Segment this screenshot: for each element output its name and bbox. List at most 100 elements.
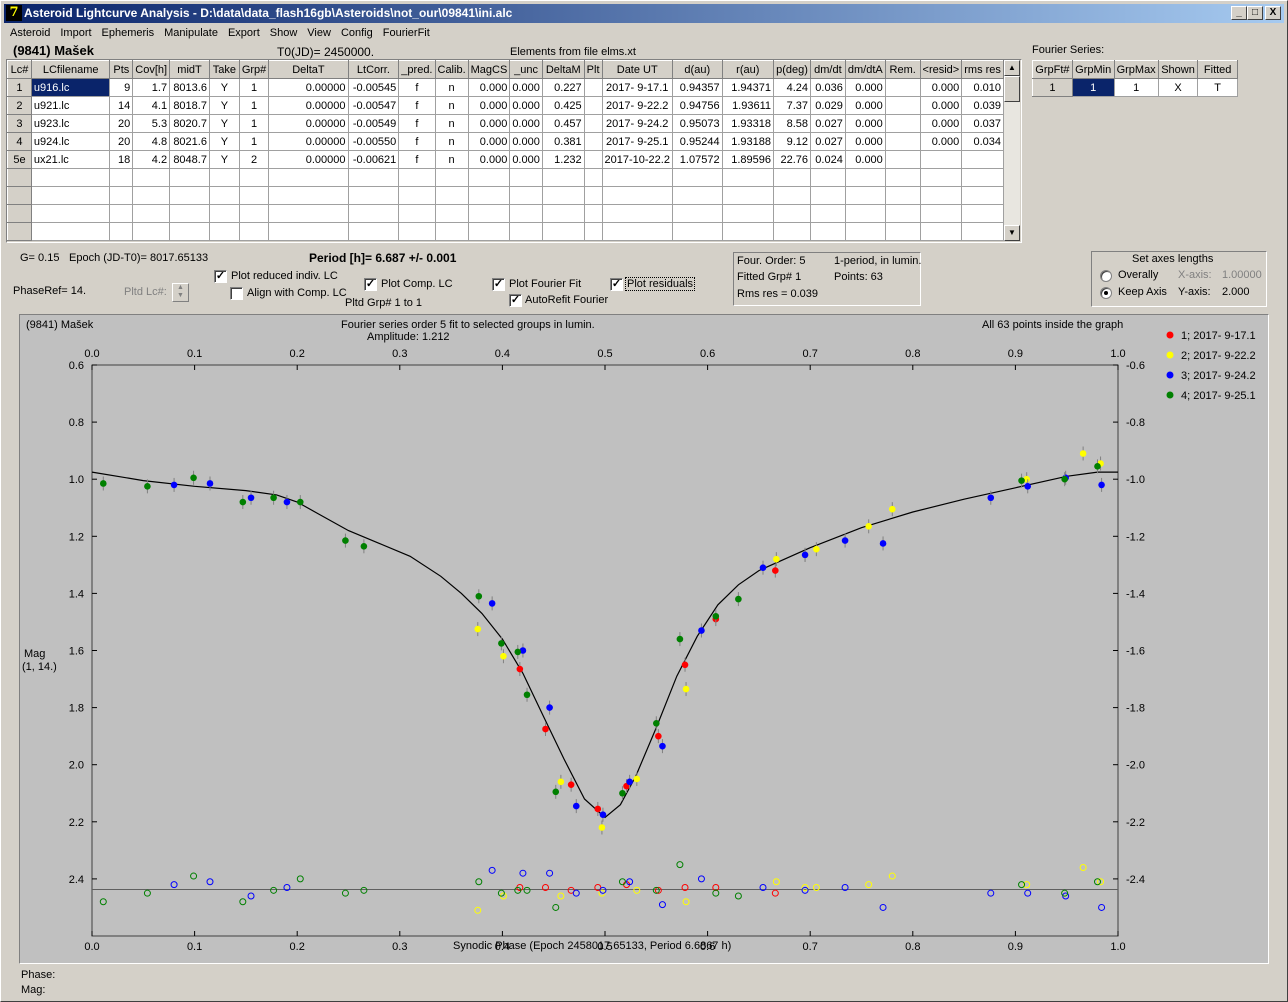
table-cell[interactable] xyxy=(810,168,846,187)
row-header[interactable]: 3 xyxy=(7,114,32,133)
fourier-column-header[interactable]: GrpMax xyxy=(1113,60,1159,79)
table-cell[interactable]: 0.000 xyxy=(467,114,511,133)
table-cell[interactable]: 1.89596 xyxy=(721,150,775,169)
table-cell[interactable]: 0.024 xyxy=(810,150,846,169)
menu-show[interactable]: Show xyxy=(269,27,298,39)
table-cell[interactable] xyxy=(169,204,210,223)
column-header[interactable]: dm/dt xyxy=(810,60,846,79)
table-row[interactable]: 1 u916.lc 9 1.7 8013.6 Y 1 0.00000 -0.00545 f n 0.0… xyxy=(7,78,1004,97)
table-row[interactable]: 4 u924.lc 20 4.8 8021.6 Y 1 0.00000 -0.00550 f n 0.… xyxy=(7,132,1004,151)
table-cell[interactable]: 1.93611 xyxy=(721,96,775,115)
table-cell[interactable] xyxy=(132,204,171,223)
table-cell[interactable] xyxy=(884,114,921,133)
table-cell[interactable] xyxy=(467,204,511,223)
table-cell[interactable]: 0.000 xyxy=(844,114,886,133)
table-cell[interactable] xyxy=(773,168,811,187)
align-checkbox[interactable] xyxy=(230,287,243,300)
table-cell[interactable] xyxy=(347,222,400,241)
column-header[interactable]: d(au) xyxy=(671,60,723,79)
table-cell[interactable]: 0.00000 xyxy=(268,78,349,97)
table-cell[interactable]: 0.037 xyxy=(961,114,1004,133)
table-cell[interactable]: 22.76 xyxy=(773,150,811,169)
row-header[interactable] xyxy=(7,222,32,241)
table-cell[interactable]: n xyxy=(434,132,469,151)
lightcurve-chart[interactable]: 0.0 0.0 0.1 0.1 0.2 0.2 0.3 0.3 0.4 0.4 0.5 0.5 0.6 0… xyxy=(20,315,1270,965)
table-cell[interactable] xyxy=(583,204,603,223)
table-cell[interactable]: f xyxy=(398,132,436,151)
table-cell[interactable] xyxy=(132,168,171,187)
table-cell[interactable] xyxy=(268,168,349,187)
table-cell[interactable]: 9.12 xyxy=(773,132,811,151)
column-header[interactable]: Pts xyxy=(109,60,134,79)
menu-ephemeris[interactable]: Ephemeris xyxy=(101,27,155,39)
table-cell[interactable] xyxy=(671,186,723,205)
column-header[interactable]: DeltaT xyxy=(268,60,349,79)
table-cell[interactable]: Y xyxy=(208,114,240,133)
row-header[interactable]: 4 xyxy=(7,132,32,151)
table-row[interactable]: 5e ux21.lc 18 4.2 8048.7 Y 2 0.00000 -0.00621 f n 0… xyxy=(7,150,1004,169)
column-header[interactable]: Lc# xyxy=(7,60,32,79)
plot-fourier-label[interactable]: Plot Fourier Fit xyxy=(509,278,582,290)
table-cell[interactable]: f xyxy=(398,78,436,97)
table-cell[interactable]: f xyxy=(398,114,436,133)
table-cell[interactable] xyxy=(268,204,349,223)
table-cell[interactable] xyxy=(208,222,240,241)
table-cell[interactable] xyxy=(773,204,811,223)
table-cell[interactable]: Y xyxy=(208,132,240,151)
table-cell[interactable] xyxy=(30,204,111,223)
table-cell[interactable]: 0.00000 xyxy=(268,132,349,151)
table-cell[interactable] xyxy=(509,222,543,241)
table-cell[interactable]: 0.000 xyxy=(467,150,511,169)
table-cell[interactable]: 1.94371 xyxy=(721,78,775,97)
table-cell[interactable] xyxy=(671,168,723,187)
table-cell[interactable] xyxy=(583,78,603,97)
table-cell[interactable] xyxy=(347,168,400,187)
scroll-thumb[interactable] xyxy=(1004,76,1020,102)
table-cell[interactable] xyxy=(541,168,585,187)
column-header[interactable]: p(deg) xyxy=(773,60,811,79)
fourier-cell[interactable]: 1 xyxy=(1071,78,1115,97)
table-cell[interactable] xyxy=(541,222,585,241)
table-cell[interactable]: 2017- 9-22.2 xyxy=(601,96,673,115)
column-header[interactable]: LCfilename xyxy=(30,60,111,79)
table-cell[interactable]: 0.00000 xyxy=(268,150,349,169)
column-header[interactable]: Calib. xyxy=(434,60,469,79)
column-header[interactable]: midT xyxy=(169,60,210,79)
table-cell[interactable]: 0.000 xyxy=(919,78,963,97)
table-cell[interactable]: u921.lc xyxy=(30,96,111,115)
table-cell[interactable] xyxy=(671,222,723,241)
table-cell[interactable] xyxy=(601,186,673,205)
table-cell[interactable]: n xyxy=(434,96,469,115)
table-cell[interactable] xyxy=(208,204,240,223)
table-cell[interactable] xyxy=(467,168,511,187)
lightcurve-plot-panel[interactable]: (9841) Mašek Fourier series order 5 fit … xyxy=(19,314,1269,964)
table-cell[interactable]: 0.000 xyxy=(467,96,511,115)
table-cell[interactable]: 0.029 xyxy=(810,96,846,115)
table-cell[interactable] xyxy=(773,186,811,205)
table-cell[interactable]: n xyxy=(434,150,469,169)
table-cell[interactable] xyxy=(509,186,543,205)
column-header[interactable]: <resid> xyxy=(919,60,963,79)
table-cell[interactable] xyxy=(721,186,775,205)
table-cell[interactable] xyxy=(541,186,585,205)
table-cell[interactable]: 2017- 9-25.1 xyxy=(601,132,673,151)
table-cell[interactable]: 0.000 xyxy=(509,78,543,97)
table-cell[interactable] xyxy=(601,222,673,241)
table-cell[interactable] xyxy=(884,186,921,205)
table-cell[interactable] xyxy=(884,222,921,241)
table-cell[interactable]: 0.036 xyxy=(810,78,846,97)
table-cell[interactable]: 8020.7 xyxy=(169,114,210,133)
table-cell[interactable]: 0.95073 xyxy=(671,114,723,133)
table-cell[interactable]: ux21.lc xyxy=(30,150,111,169)
table-cell[interactable]: 0.000 xyxy=(844,150,886,169)
table-row[interactable]: 2 u921.lc 14 4.1 8018.7 Y 1 0.00000 -0.00547 f n 0.… xyxy=(7,96,1004,115)
table-cell[interactable] xyxy=(583,150,603,169)
table-cell[interactable]: 4.8 xyxy=(132,132,171,151)
table-cell[interactable] xyxy=(919,222,963,241)
table-cell[interactable]: 2 xyxy=(238,150,270,169)
table-cell[interactable]: 0.000 xyxy=(919,114,963,133)
table-cell[interactable]: 1.93188 xyxy=(721,132,775,151)
column-header[interactable]: Grp# xyxy=(238,60,270,79)
table-cell[interactable]: 0.010 xyxy=(961,78,1004,97)
table-cell[interactable] xyxy=(208,186,240,205)
